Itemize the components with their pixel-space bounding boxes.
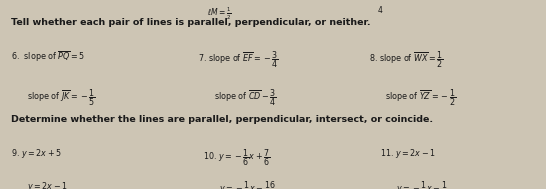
Text: slope of $\overline{YZ}=-\dfrac{1}{2}$: slope of $\overline{YZ}=-\dfrac{1}{2}$ — [385, 87, 456, 108]
Text: Tell whether each pair of lines is parallel, perpendicular, or neither.: Tell whether each pair of lines is paral… — [11, 18, 370, 27]
Text: $y=2x-1$: $y=2x-1$ — [27, 180, 68, 189]
Text: 7. slope of $\overline{EF}=-\dfrac{3}{4}$: 7. slope of $\overline{EF}=-\dfrac{3}{4}… — [198, 49, 279, 70]
Text: 4: 4 — [378, 6, 382, 15]
Text: slope of $\overline{JK}=-\dfrac{1}{5}$: slope of $\overline{JK}=-\dfrac{1}{5}$ — [27, 87, 96, 108]
Text: 11. $y=2x-1$: 11. $y=2x-1$ — [380, 147, 436, 160]
Text: Determine whether the lines are parallel, perpendicular, intersect, or coincide.: Determine whether the lines are parallel… — [11, 115, 433, 124]
Text: $\ell M=\frac{1}{2}$: $\ell M=\frac{1}{2}$ — [207, 6, 232, 22]
Text: 10. $y=-\dfrac{1}{6}x+\dfrac{7}{6}$: 10. $y=-\dfrac{1}{6}x+\dfrac{7}{6}$ — [204, 147, 271, 168]
Text: 8. slope of $\overline{WX}=\dfrac{1}{2}$: 8. slope of $\overline{WX}=\dfrac{1}{2}$ — [369, 49, 444, 70]
Text: $y=-\dfrac{1}{5}x-\dfrac{16}{5}$: $y=-\dfrac{1}{5}x-\dfrac{16}{5}$ — [219, 180, 277, 189]
Text: slope of $\overline{CD}-\dfrac{3}{4}$: slope of $\overline{CD}-\dfrac{3}{4}$ — [214, 87, 277, 108]
Text: $y=-\dfrac{1}{2}x-\dfrac{1}{2}$: $y=-\dfrac{1}{2}x-\dfrac{1}{2}$ — [396, 180, 448, 189]
Text: 9. $y=2x+5$: 9. $y=2x+5$ — [11, 147, 62, 160]
Text: 6.  slope of $\overline{PQ}=5$: 6. slope of $\overline{PQ}=5$ — [11, 49, 85, 64]
